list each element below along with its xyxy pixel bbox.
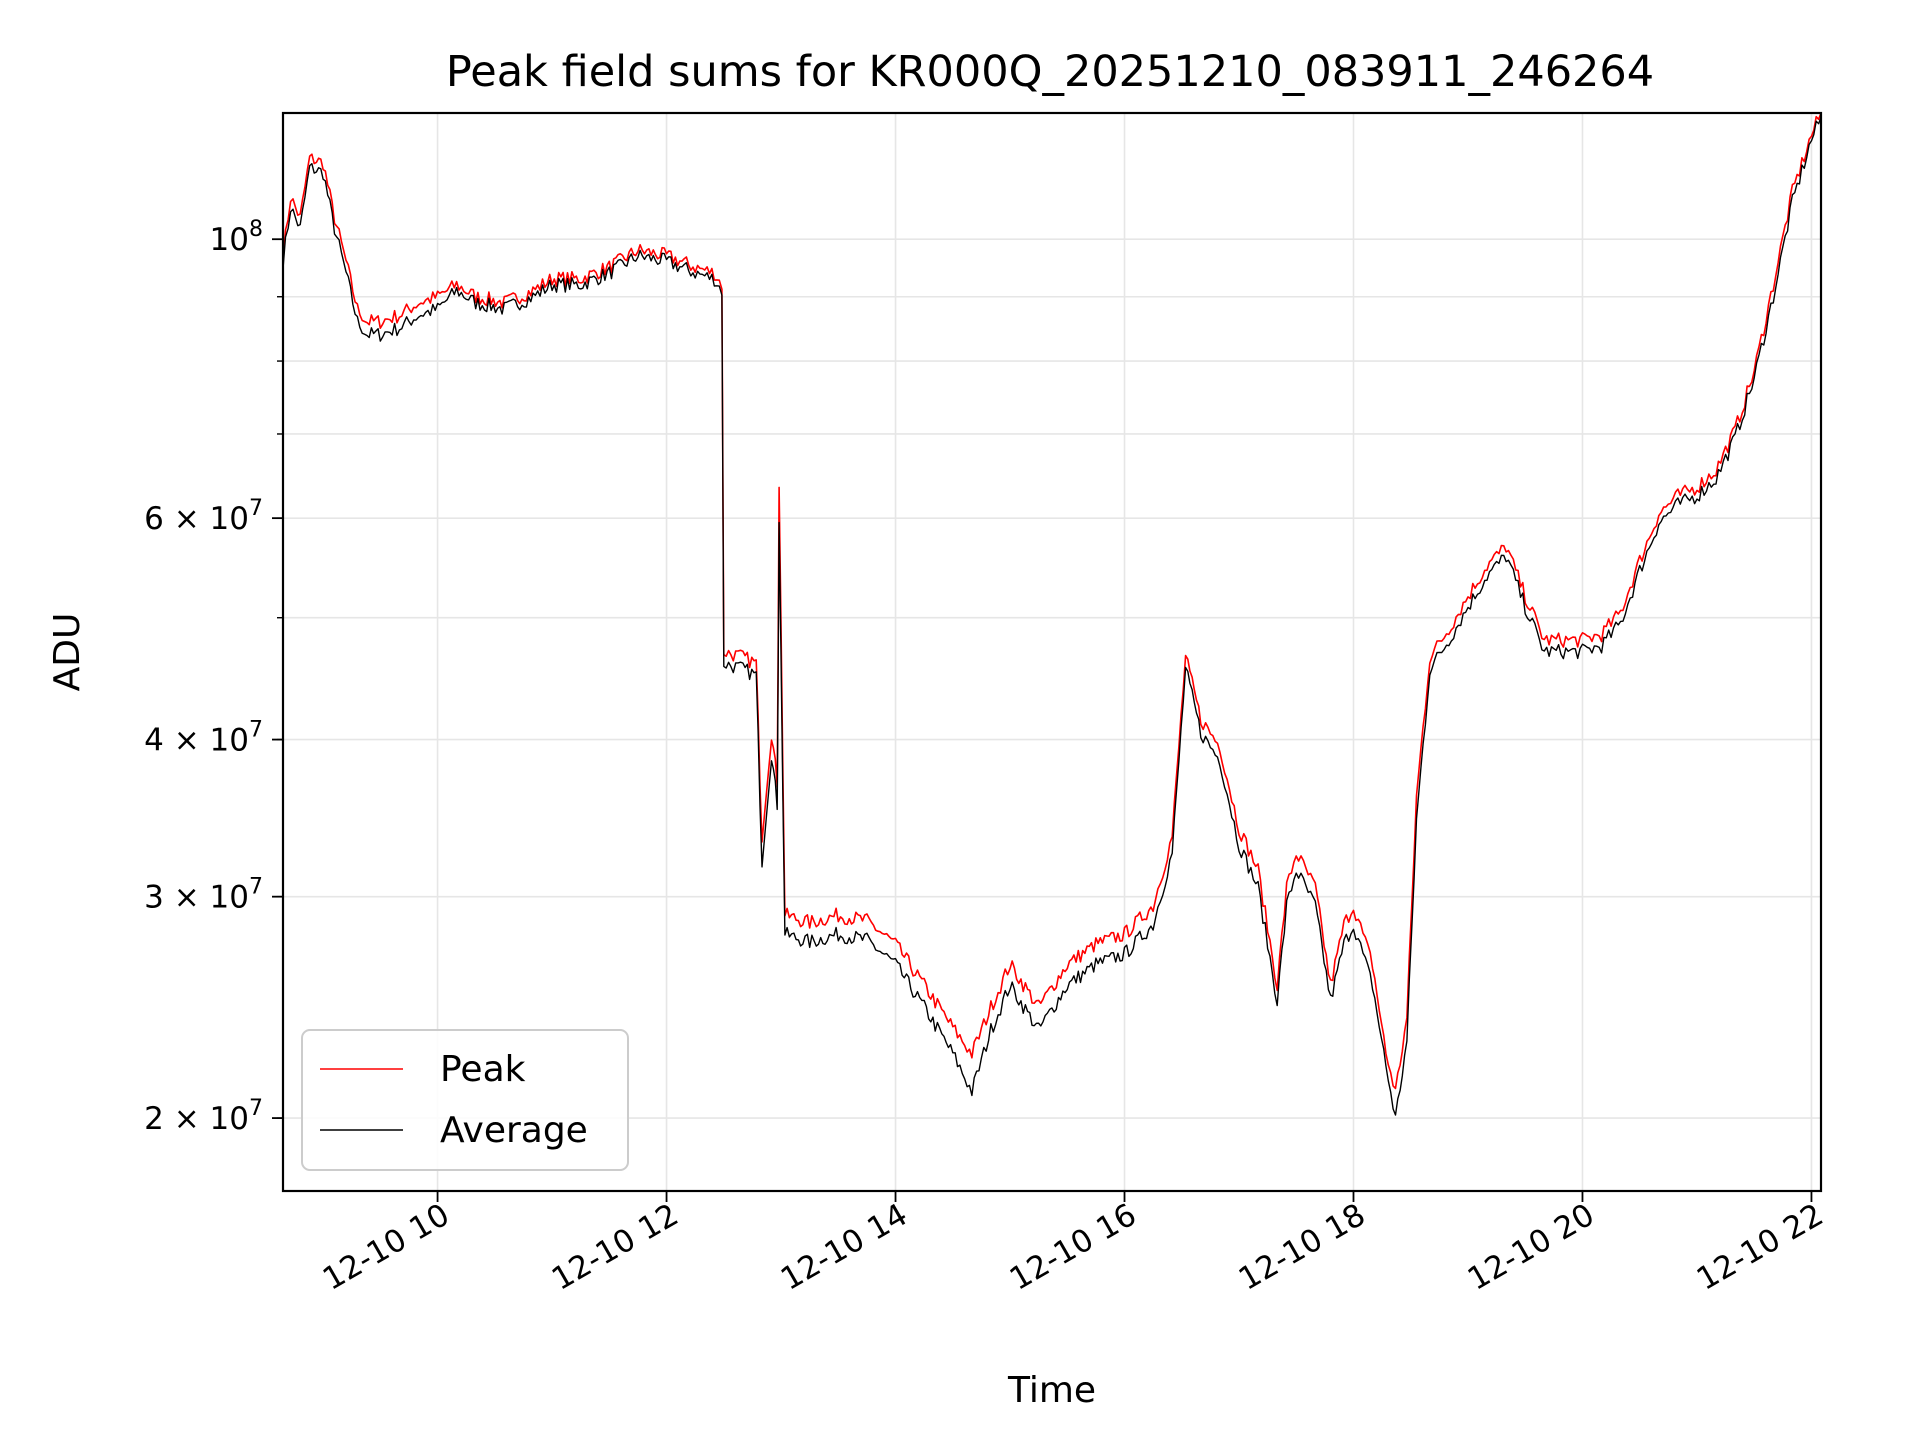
series-layer — [283, 113, 1821, 1116]
grid — [283, 113, 1821, 1191]
legend-label-peak: Peak — [440, 1049, 526, 1090]
y-axis-label: ADU — [47, 613, 88, 692]
legend-box — [301, 1029, 629, 1171]
chart-title: Peak field sums for KR000Q_20251210_0839… — [446, 47, 1654, 97]
y-tick-label: 108 — [210, 217, 263, 258]
plot-area — [283, 113, 1821, 1116]
legend: Peak Average — [301, 1029, 629, 1171]
series-line-peak — [283, 113, 1821, 1090]
y-axis: 2 × 107 3 × 107 4 × 107 6 × 107 108 — [144, 217, 283, 1137]
x-axis-label: Time — [1007, 1370, 1096, 1411]
series-line-average — [283, 117, 1821, 1116]
y-tick-label: 2 × 107 — [144, 1096, 263, 1137]
plot-frame — [281, 111, 1823, 1193]
y-tick-label: 4 × 107 — [144, 718, 263, 759]
legend-label-average: Average — [440, 1110, 588, 1151]
y-tick-label: 6 × 107 — [144, 496, 263, 537]
y-tick-label: 3 × 107 — [144, 875, 263, 916]
